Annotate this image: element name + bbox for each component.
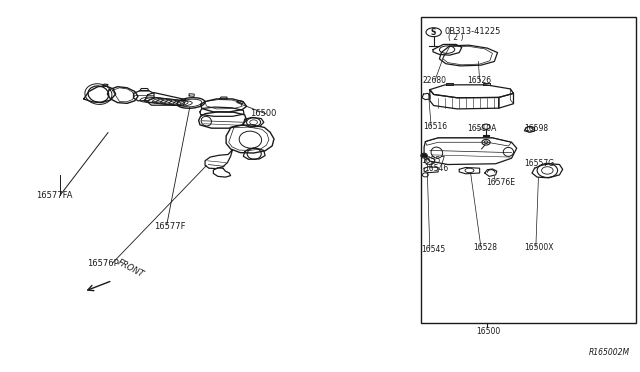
- Text: 16510A: 16510A: [467, 124, 496, 133]
- Text: ( 2 ): ( 2 ): [448, 33, 463, 42]
- Text: 16598: 16598: [524, 124, 548, 133]
- Text: 16545: 16545: [421, 244, 445, 253]
- Bar: [421, 17, 636, 323]
- Text: 16500X: 16500X: [524, 243, 554, 251]
- Text: 16557: 16557: [421, 155, 445, 164]
- Circle shape: [426, 28, 442, 37]
- Text: 0B313-41225: 0B313-41225: [445, 26, 501, 36]
- Text: 16546: 16546: [424, 164, 449, 173]
- Text: 16576E: 16576E: [486, 178, 515, 187]
- Text: S: S: [431, 28, 436, 37]
- Text: 16576P: 16576P: [87, 259, 118, 268]
- Circle shape: [421, 154, 428, 157]
- Text: R165002M: R165002M: [589, 348, 630, 357]
- Text: 16528: 16528: [473, 243, 497, 251]
- Text: 22680: 22680: [422, 76, 446, 85]
- Text: 16526: 16526: [467, 76, 491, 85]
- Text: 16500: 16500: [476, 327, 500, 336]
- Text: 16577FA: 16577FA: [36, 191, 72, 200]
- Text: 16577F: 16577F: [154, 222, 186, 231]
- Text: 16557G: 16557G: [524, 159, 554, 168]
- Text: 16516: 16516: [424, 122, 447, 131]
- Text: FRONT: FRONT: [116, 258, 145, 279]
- Text: 16500: 16500: [250, 109, 276, 118]
